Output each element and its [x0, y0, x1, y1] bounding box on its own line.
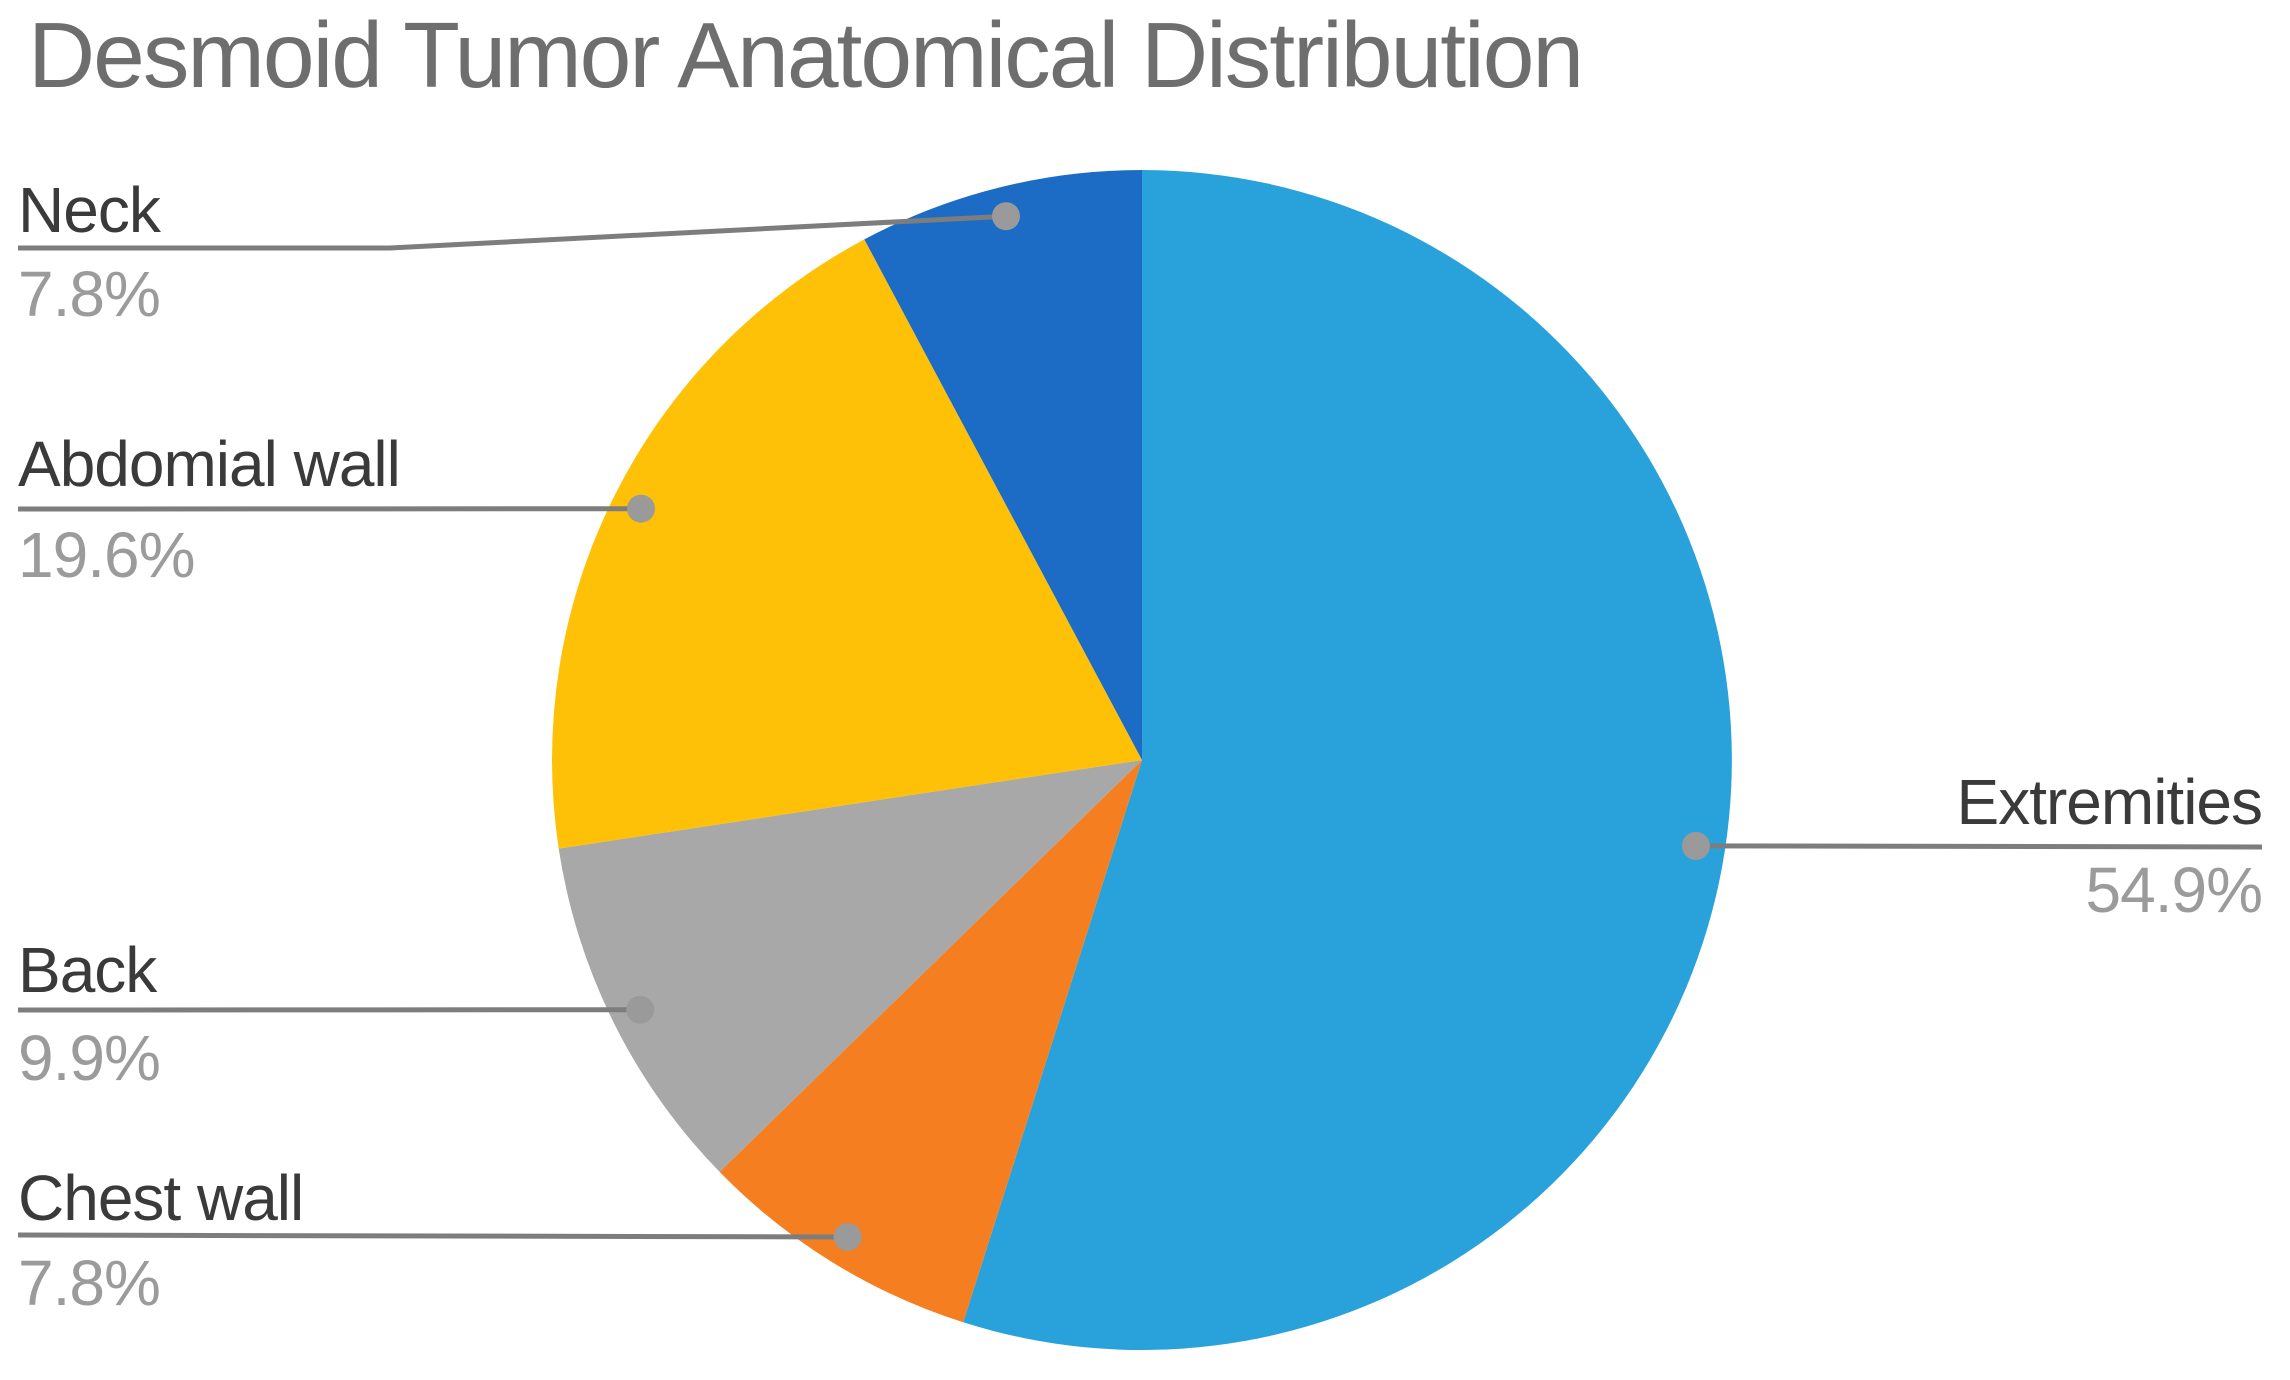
callout-extremities: Extremities	[1957, 770, 2263, 834]
callout-extremities-pct: 54.9%	[2085, 854, 2263, 926]
callout-dot-neck	[992, 202, 1020, 231]
callout-back: Back	[18, 934, 157, 1006]
leader-line-neck	[18, 213, 1007, 251]
callout-extremities-label: Extremities	[1956, 766, 2263, 838]
callout-neck-pct: 7.8%	[18, 258, 161, 330]
callout-neck: Neck	[18, 174, 161, 246]
pie-slice-extremities	[963, 170, 1732, 1350]
pie-slice-abdomial-wall	[552, 239, 1142, 849]
pie-slice-neck	[864, 170, 1142, 760]
leader-line-extremities	[1695, 843, 2263, 850]
callout-chest-wall: Chest wall	[18, 1162, 304, 1234]
callout-chest-wall-pct-block: 7.8%	[18, 1247, 161, 1319]
callout-abdomial-wall: Abdomial wall	[18, 428, 401, 500]
callout-dot-abdomial-wall	[627, 494, 655, 523]
callout-extremities-pct-block: 54.9%	[2085, 854, 2263, 926]
callout-dot-extremities	[1681, 831, 1710, 860]
leader-line-chest-wall	[17, 1232, 848, 1240]
callout-dot-back	[626, 995, 655, 1024]
callout-back-label: Back	[18, 934, 157, 1006]
callout-abdomial-wall-pct-block: 19.6%	[18, 519, 195, 591]
callout-back-pct-block: 9.9%	[18, 1022, 161, 1094]
pie-slice-chest-wall	[719, 760, 1142, 1323]
callout-abdomial-wall-label: Abdomial wall	[18, 428, 401, 500]
callout-leader-lines	[17, 202, 2263, 1251]
callout-neck-pct-block: 7.8%	[18, 258, 161, 330]
callout-chest-wall-label: Chest wall	[18, 1162, 304, 1234]
pie-slices	[552, 170, 1732, 1350]
callout-back-pct: 9.9%	[18, 1022, 161, 1094]
pie-slice-back	[558, 760, 1142, 1172]
callout-neck-label: Neck	[18, 174, 161, 246]
callout-dot-chest-wall	[833, 1223, 862, 1251]
callout-abdomial-wall-pct: 19.6%	[18, 519, 195, 591]
chart-title: Desmoid Tumor Anatomical Distribution	[28, 3, 1584, 107]
callout-chest-wall-pct: 7.8%	[18, 1247, 161, 1319]
